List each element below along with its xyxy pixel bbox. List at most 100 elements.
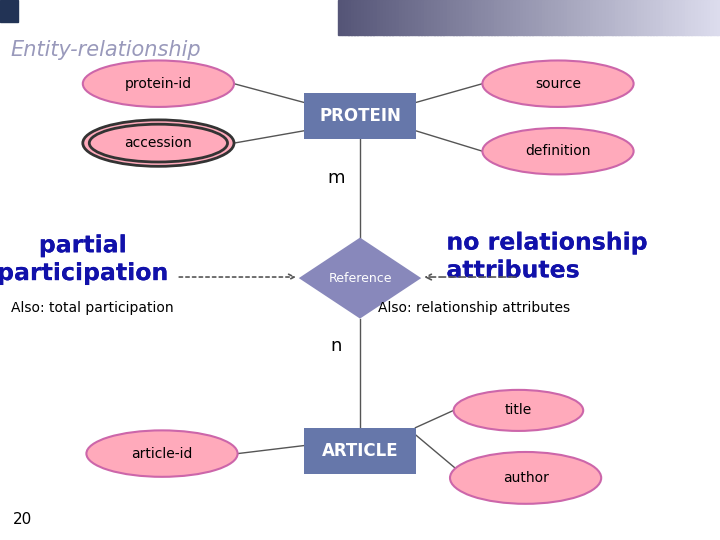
Text: Also: total participation: Also: total participation [11, 301, 174, 315]
Bar [424, 0, 428, 35]
Bar [695, 0, 698, 35]
Text: 20: 20 [13, 511, 32, 526]
Bar [657, 0, 660, 35]
Bar [672, 0, 676, 35]
Bar [494, 0, 498, 35]
Bar [466, 0, 469, 35]
Bar [675, 0, 680, 35]
Bar [383, 0, 387, 35]
Text: accession: accession [125, 136, 192, 150]
Text: partial
participation: partial participation [0, 233, 168, 285]
Bar [577, 0, 581, 35]
Bar [587, 0, 590, 35]
Ellipse shape [83, 60, 234, 107]
Bar [431, 0, 435, 35]
Bar [364, 0, 368, 35]
Bar [542, 0, 546, 35]
Ellipse shape [482, 128, 634, 174]
Bar [386, 0, 390, 35]
Bar [539, 0, 543, 35]
Bar [606, 0, 609, 35]
Bar [491, 0, 495, 35]
Bar [456, 0, 460, 35]
Bar [345, 0, 348, 35]
Bar [662, 0, 667, 35]
Bar [631, 0, 635, 35]
Bar [338, 0, 342, 35]
Ellipse shape [482, 60, 634, 107]
Bar [367, 0, 371, 35]
Bar [500, 0, 505, 35]
Bar [714, 0, 718, 35]
Bar [304, 93, 416, 139]
Bar [440, 0, 444, 35]
Bar [634, 0, 638, 35]
Bar [650, 0, 654, 35]
Bar [482, 0, 485, 35]
Bar [520, 0, 523, 35]
Text: no relationship
attributes: no relationship attributes [446, 231, 648, 282]
Text: Reference: Reference [328, 272, 392, 285]
Bar [418, 0, 422, 35]
Bar [374, 0, 377, 35]
Bar [685, 0, 689, 35]
Bar [580, 0, 584, 35]
Bar [459, 0, 463, 35]
Bar [446, 0, 451, 35]
Bar [552, 0, 555, 35]
Bar [558, 0, 562, 35]
Bar [637, 0, 642, 35]
Text: title: title [505, 403, 532, 417]
Bar [341, 0, 346, 35]
Bar [408, 0, 413, 35]
Bar [679, 0, 683, 35]
Bar [688, 0, 692, 35]
Bar [564, 0, 568, 35]
Bar [498, 0, 501, 35]
Bar [612, 0, 616, 35]
Bar [599, 0, 603, 35]
Bar [669, 0, 673, 35]
Bar [412, 0, 415, 35]
Bar [478, 0, 482, 35]
Bar [485, 0, 489, 35]
Bar [701, 0, 705, 35]
Bar [433, 0, 438, 35]
Text: protein-id: protein-id [125, 77, 192, 91]
Bar [603, 0, 606, 35]
Bar [570, 0, 575, 35]
Bar [707, 0, 711, 35]
Bar [405, 0, 409, 35]
Bar [472, 0, 476, 35]
Text: source: source [535, 77, 581, 91]
Bar [523, 0, 527, 35]
Bar [644, 0, 647, 35]
Text: n: n [330, 336, 342, 355]
Bar [428, 0, 431, 35]
Bar [354, 0, 359, 35]
Bar [453, 0, 456, 35]
Bar [647, 0, 651, 35]
Bar [437, 0, 441, 35]
Bar [596, 0, 600, 35]
Text: definition: definition [526, 144, 590, 158]
Bar [351, 0, 355, 35]
Bar [469, 0, 473, 35]
Bar [421, 0, 425, 35]
Bar [348, 0, 352, 35]
Bar [682, 0, 685, 35]
Bar [450, 0, 454, 35]
Bar [608, 0, 613, 35]
Bar [462, 0, 467, 35]
Bar [618, 0, 622, 35]
Bar [0, 0, 18, 22]
Text: Entity-relationship: Entity-relationship [11, 40, 202, 60]
Bar [529, 0, 533, 35]
Bar [624, 0, 629, 35]
Bar [590, 0, 593, 35]
Text: author: author [503, 471, 549, 485]
Bar [516, 0, 521, 35]
Bar [641, 0, 644, 35]
Ellipse shape [450, 452, 601, 504]
Bar [488, 0, 492, 35]
